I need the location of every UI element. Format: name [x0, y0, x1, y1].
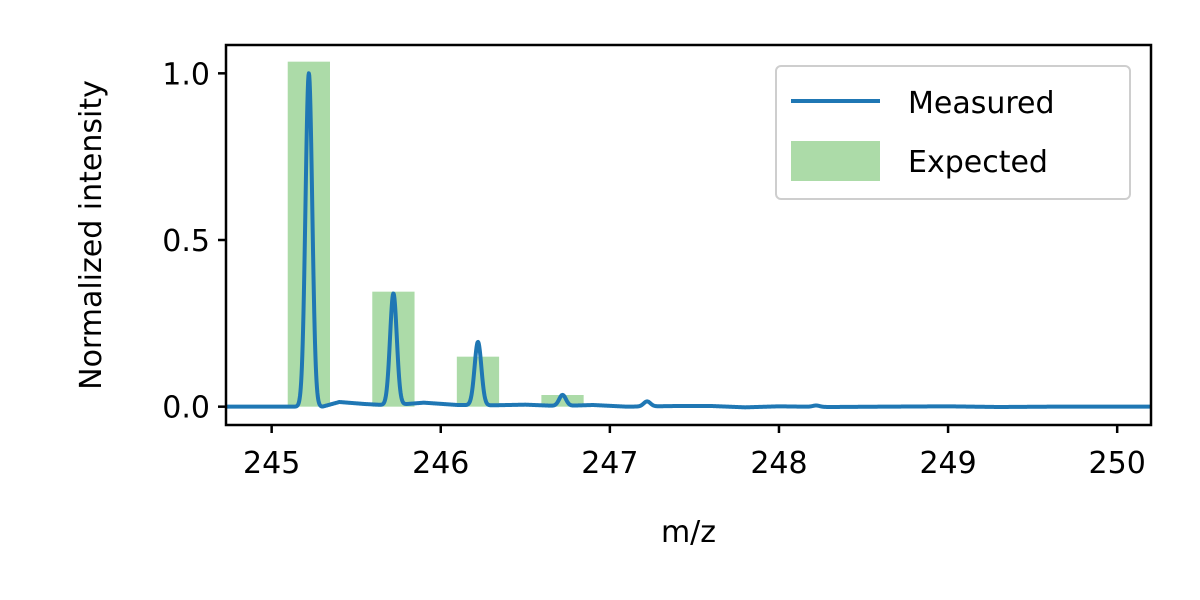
- expected-bar: [541, 395, 584, 407]
- expected-bar: [456, 356, 500, 407]
- legend-expected-label: Expected: [908, 145, 1048, 180]
- y-tick-label: 0.0: [162, 391, 210, 426]
- x-tick-label: 249: [919, 446, 976, 481]
- legend-expected-swatch: [791, 141, 880, 181]
- x-axis-ticks: 245 246 247 248 249 250: [243, 425, 1146, 481]
- x-tick-label: 245: [243, 446, 300, 481]
- plot-frame: [224, 43, 1153, 427]
- x-tick-label: 250: [1089, 446, 1146, 481]
- y-tick-label: 0.5: [162, 224, 210, 259]
- legend: Measured Expected: [775, 65, 1131, 200]
- measured-series-line: [224, 71, 1153, 410]
- legend-measured-label: Measured: [908, 86, 1055, 121]
- x-tick-label: 248: [750, 446, 807, 481]
- y-tick-label: 1.0: [162, 57, 210, 92]
- y-axis-label: Normalized intensity: [74, 80, 109, 390]
- x-tick-label: 247: [581, 446, 638, 481]
- y-axis-ticks: 0.0 0.5 1.0: [162, 57, 226, 426]
- x-tick-label: 246: [412, 446, 469, 481]
- x-axis-label: m/z: [661, 515, 716, 550]
